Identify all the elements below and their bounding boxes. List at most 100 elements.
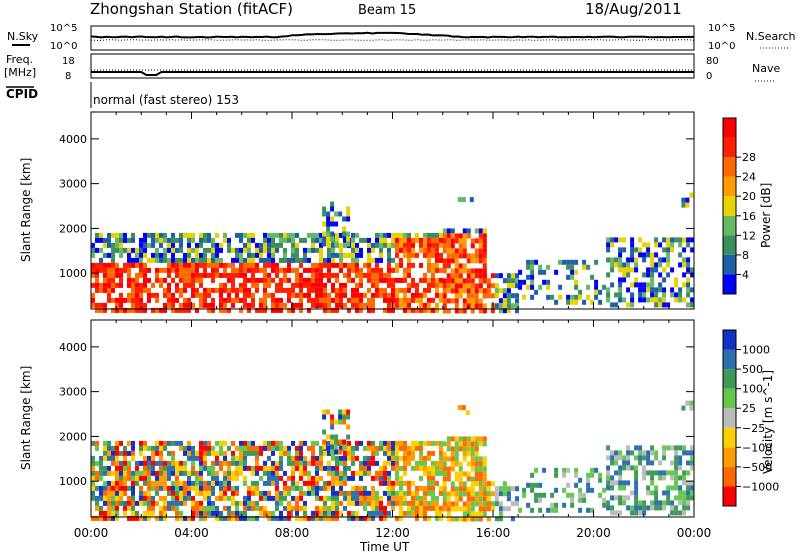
- data-cell: [299, 440, 303, 446]
- data-cell: [458, 471, 463, 477]
- data-cell: [143, 500, 147, 506]
- data-cell: [618, 282, 623, 288]
- data-cell: [562, 467, 567, 473]
- data-cell: [363, 500, 367, 506]
- data-cell: [235, 470, 239, 476]
- data-cell: [267, 282, 271, 288]
- data-cell: [211, 262, 215, 268]
- data-cell: [670, 505, 675, 511]
- data-cell: [518, 279, 523, 285]
- data-cell: [610, 257, 615, 263]
- data-cell: [115, 460, 119, 466]
- data-cell: [211, 505, 215, 511]
- cpid-value: normal (fast stereo) 153: [93, 93, 239, 107]
- data-cell: [466, 441, 471, 447]
- colorbar-tick-label: 16: [742, 210, 756, 223]
- data-cell: [375, 445, 379, 451]
- data-cell: [642, 272, 647, 278]
- data-cell: [123, 500, 127, 506]
- data-cell: [203, 440, 207, 446]
- data-cell: [331, 297, 335, 303]
- data-cell: [243, 287, 247, 293]
- data-cell: [383, 515, 387, 521]
- data-cell: [590, 487, 595, 493]
- data-cell: [107, 232, 111, 238]
- data-cell: [219, 272, 223, 278]
- data-cell: [227, 480, 231, 486]
- data-cell: [442, 303, 447, 309]
- data-cell: [682, 282, 687, 288]
- data-cell: [115, 475, 119, 481]
- data-cell: [139, 495, 143, 501]
- data-cell: [654, 237, 659, 243]
- data-cell: [678, 297, 683, 303]
- data-cell: [123, 505, 127, 511]
- data-cell: [327, 465, 331, 471]
- data-cell: [191, 505, 195, 511]
- data-cell: [195, 450, 199, 456]
- data-cell: [155, 500, 159, 506]
- data-cell: [626, 495, 631, 501]
- data-cell: [367, 257, 371, 263]
- data-cell: [470, 501, 475, 507]
- data-cell: [658, 282, 663, 288]
- data-cell: [175, 297, 179, 303]
- data-cell: [330, 231, 335, 237]
- data-cell: [131, 292, 135, 298]
- data-cell: [606, 292, 611, 298]
- data-cell: [283, 450, 287, 456]
- data-cell: [343, 455, 347, 461]
- data-cell: [147, 257, 151, 263]
- data-cell: [279, 440, 283, 446]
- data-cell: [646, 252, 651, 258]
- data-cell: [267, 257, 271, 263]
- data-cell: [634, 490, 639, 496]
- data-cell: [143, 480, 147, 486]
- data-cell: [167, 272, 171, 278]
- data-cell: [271, 257, 275, 263]
- data-cell: [686, 490, 691, 496]
- data-cell: [566, 492, 571, 498]
- data-cell: [299, 257, 303, 263]
- data-cell: [690, 272, 695, 278]
- data-cell: [335, 470, 339, 476]
- data-cell: [431, 242, 435, 248]
- data-cell: [131, 450, 135, 456]
- data-cell: [662, 500, 667, 506]
- data-cell: [215, 480, 219, 486]
- data-cell: [187, 297, 191, 303]
- data-cell: [423, 465, 427, 471]
- colorbar-segment: [723, 330, 736, 350]
- data-cell: [387, 297, 391, 303]
- data-cell: [215, 450, 219, 456]
- data-cell: [203, 495, 207, 501]
- data-cell: [343, 262, 347, 268]
- data-cell: [498, 298, 503, 304]
- data-cell: [307, 485, 311, 491]
- data-cell: [379, 257, 383, 263]
- data-cell: [211, 237, 215, 243]
- data-cell: [379, 277, 383, 283]
- data-cell: [395, 495, 399, 501]
- data-cell: [403, 232, 407, 238]
- data-cell: [243, 282, 247, 288]
- data-cell: [387, 500, 391, 506]
- data-cell: [219, 465, 223, 471]
- data-cell: [371, 445, 375, 451]
- data-cell: [203, 257, 207, 263]
- data-cell: [287, 490, 291, 496]
- colorbar-segment: [723, 427, 736, 448]
- data-cell: [155, 475, 159, 481]
- data-cell: [330, 201, 335, 207]
- data-cell: [219, 440, 223, 446]
- data-cell: [610, 495, 615, 501]
- data-cell: [143, 307, 147, 313]
- data-cell: [115, 485, 119, 491]
- data-cell: [442, 298, 447, 304]
- data-cell: [327, 272, 331, 278]
- data-cell: [338, 449, 343, 455]
- data-cell: [379, 292, 383, 298]
- data-cell: [427, 470, 431, 476]
- data-cell: [203, 460, 207, 466]
- data-cell: [291, 460, 295, 466]
